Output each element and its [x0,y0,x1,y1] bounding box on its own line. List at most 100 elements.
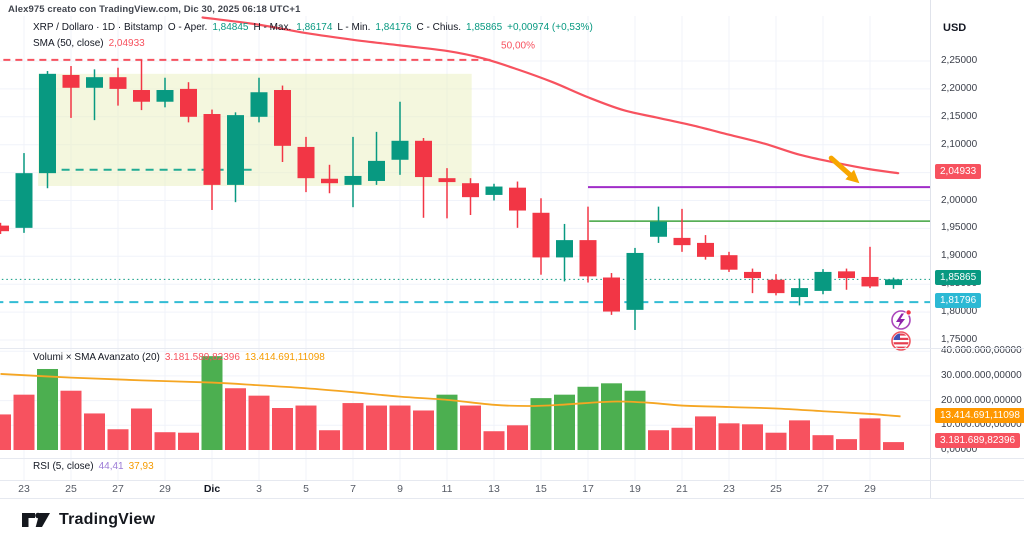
volume-bar[interactable] [248,395,270,450]
candle[interactable] [650,206,667,243]
tradingview-logo[interactable]: TradingView [20,507,155,533]
candle[interactable] [391,101,409,175]
volume-bar[interactable] [836,439,857,450]
candle[interactable] [462,178,479,216]
volume-bar[interactable] [648,430,669,450]
candle[interactable] [15,153,33,233]
symbol-legend[interactable]: XRP / Dollaro · 1D · Bitstamp O - Aper. 1,… [33,22,598,33]
candle[interactable] [556,223,573,282]
candle[interactable] [368,131,385,185]
volume-bar[interactable] [436,394,458,450]
candle[interactable] [885,277,902,289]
candle[interactable] [62,66,80,118]
time-axis[interactable]: 23 25 27 29 Dic 3 5 7 9 11 13 15 17 19 21 23 25 27 29 [18,483,876,495]
candle[interactable] [509,181,526,228]
boost-icon[interactable] [891,309,912,330]
volume-bar[interactable] [507,425,528,450]
pane-separator[interactable] [0,348,1024,349]
candle[interactable] [438,168,456,219]
volume-bar[interactable] [178,432,199,450]
candle[interactable] [250,77,268,123]
price-chart-canvas[interactable]: 50,00%23 25 27 29 Dic 3 5 7 9 11 13 15 17 19 21 23 25 27 2… [0,0,930,500]
candle[interactable] [274,85,291,162]
volume-bar[interactable] [789,420,810,450]
candle[interactable] [180,82,197,123]
volume-bar[interactable] [366,405,387,450]
candle[interactable] [767,274,785,296]
volume-bar[interactable] [718,423,740,450]
volume-sma-line[interactable] [0,373,901,418]
volume-bar[interactable] [37,368,58,450]
volume-layer [0,356,904,450]
candle[interactable] [344,136,362,208]
volume-bar[interactable] [695,416,716,450]
rsi-legend[interactable]: RSI (5, close) 44,41 37,93 [33,461,159,472]
volume-bar[interactable] [295,405,317,450]
volume-bar[interactable] [624,390,646,450]
candle[interactable] [603,273,620,315]
highlight-zone-box[interactable] [38,73,472,186]
candle[interactable] [697,235,714,260]
candle[interactable] [838,268,855,290]
pane-separator[interactable] [0,458,1024,459]
symbol-title[interactable]: XRP / Dollaro · 1D · Bitstamp [33,22,163,33]
volume-bar[interactable] [413,410,434,450]
price-scale-axis[interactable]: USD 2,25000 2,20000 2,15000 2,10000 2,00000 1… [930,0,1024,498]
volume-legend[interactable]: Volumi × SMA Avanzato (20) 3.181.589,8239… [33,352,330,363]
price-axis-tick: 2,25000 [941,55,978,66]
usd-flag-icon[interactable] [891,331,911,351]
volume-bar[interactable] [765,432,787,450]
volume-bar[interactable] [107,429,129,450]
candle[interactable] [744,268,761,294]
candle[interactable] [814,269,832,295]
volume-bar[interactable] [883,442,904,450]
volume-bar[interactable] [131,408,152,450]
candle[interactable] [227,112,244,203]
arrow-annotation[interactable] [828,155,860,184]
volume-bar[interactable] [577,386,599,450]
price-axis-tick: 2,10000 [941,138,978,150]
candle[interactable] [673,208,691,252]
volume-bar[interactable] [671,427,693,450]
volume-bar[interactable] [84,413,105,450]
volume-bar[interactable] [554,394,575,450]
volume-bar[interactable] [812,435,834,450]
volume-bar[interactable] [272,408,293,450]
candle[interactable] [203,109,221,210]
volume-bar[interactable] [60,390,82,450]
candle[interactable] [0,222,9,234]
candle[interactable] [133,59,150,111]
candle[interactable] [321,164,338,194]
candle[interactable] [720,251,738,272]
volume-bar[interactable] [154,432,176,450]
volume-bar[interactable] [859,418,881,450]
volume-bar[interactable] [601,383,622,450]
volume-bar[interactable] [530,398,552,450]
volume-bar[interactable] [389,405,411,450]
candle[interactable] [485,183,503,201]
candle[interactable] [297,136,315,193]
candle[interactable] [415,138,432,218]
candle[interactable] [532,198,550,275]
volume-bar[interactable] [460,405,481,450]
volume-bar[interactable] [0,414,11,450]
candle[interactable] [109,67,127,106]
volume-bar[interactable] [742,424,763,450]
candle[interactable] [791,278,808,306]
volume-bar[interactable] [483,431,505,450]
volume-bar[interactable] [319,430,340,450]
candle[interactable] [156,77,174,108]
sma-legend[interactable]: SMA (50, close) 2,04933 [33,38,150,49]
volume-bar[interactable] [13,394,35,450]
candle[interactable] [86,69,103,121]
candle[interactable] [626,247,644,330]
volume-bar[interactable] [201,356,223,450]
candle[interactable] [579,206,597,283]
candle[interactable] [39,71,56,189]
sma50-line[interactable] [201,16,900,175]
candle[interactable] [861,246,879,289]
open-value: 1,84845 [212,22,249,33]
volume-bar[interactable] [225,388,246,450]
volume-bar[interactable] [342,403,364,450]
time-axis-label: 29 [159,483,171,495]
